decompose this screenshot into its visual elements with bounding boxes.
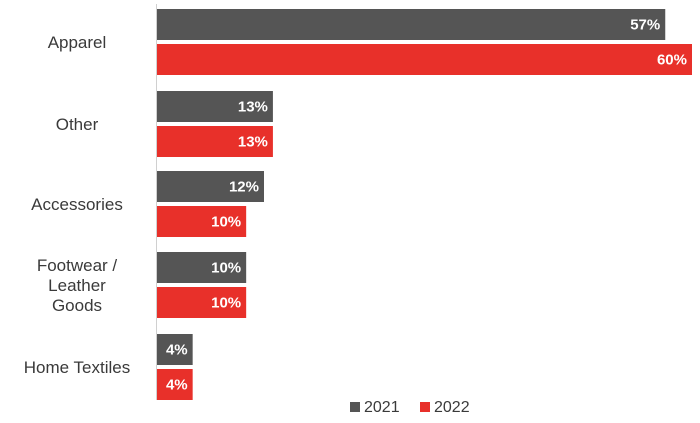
category-label-0: Apparel [48, 33, 107, 52]
bars-layer: 57% 60% 13% 13% 12% 10% 10% 10% 4% 4% [157, 9, 692, 400]
data-label-2021-0: 57% [630, 17, 660, 34]
bar-2021-0 [157, 9, 666, 40]
bar-2021-3 [157, 252, 247, 283]
data-label-2022-3: 10% [211, 295, 241, 312]
legend-label-2021: 2021 [364, 399, 400, 416]
legend-swatch-2022 [420, 402, 430, 412]
data-label-2022-2: 10% [211, 214, 241, 231]
category-label-2: Accessories [31, 195, 123, 214]
category-labels: Apparel Other Accessories Footwear / Leather… [24, 33, 130, 377]
data-label-2021-4: 4% [166, 342, 188, 359]
bar-2021-2 [157, 171, 264, 202]
legend-label-2022: 2022 [434, 399, 470, 416]
legend: 2021 2022 [350, 399, 470, 416]
legend-swatch-2021 [350, 402, 360, 412]
data-label-2022-1: 13% [238, 134, 268, 151]
category-label-1: Other [56, 115, 99, 134]
data-label-2021-3: 10% [211, 260, 241, 277]
bar-2022-0 [157, 44, 692, 75]
bar-2022-3 [157, 287, 247, 318]
bar-2022-2 [157, 206, 247, 237]
bar-2022-4 [157, 369, 193, 400]
data-label-2021-2: 12% [229, 179, 259, 196]
bar-2021-1 [157, 91, 273, 122]
category-label-4: Home Textiles [24, 358, 130, 377]
bar-2021-4 [157, 334, 193, 365]
data-label-2022-4: 4% [166, 377, 188, 394]
bar-2022-1 [157, 126, 273, 157]
category-label-3: Footwear / Leather Goods [37, 256, 118, 315]
data-label-2022-0: 60% [657, 52, 687, 69]
data-label-2021-1: 13% [238, 99, 268, 116]
